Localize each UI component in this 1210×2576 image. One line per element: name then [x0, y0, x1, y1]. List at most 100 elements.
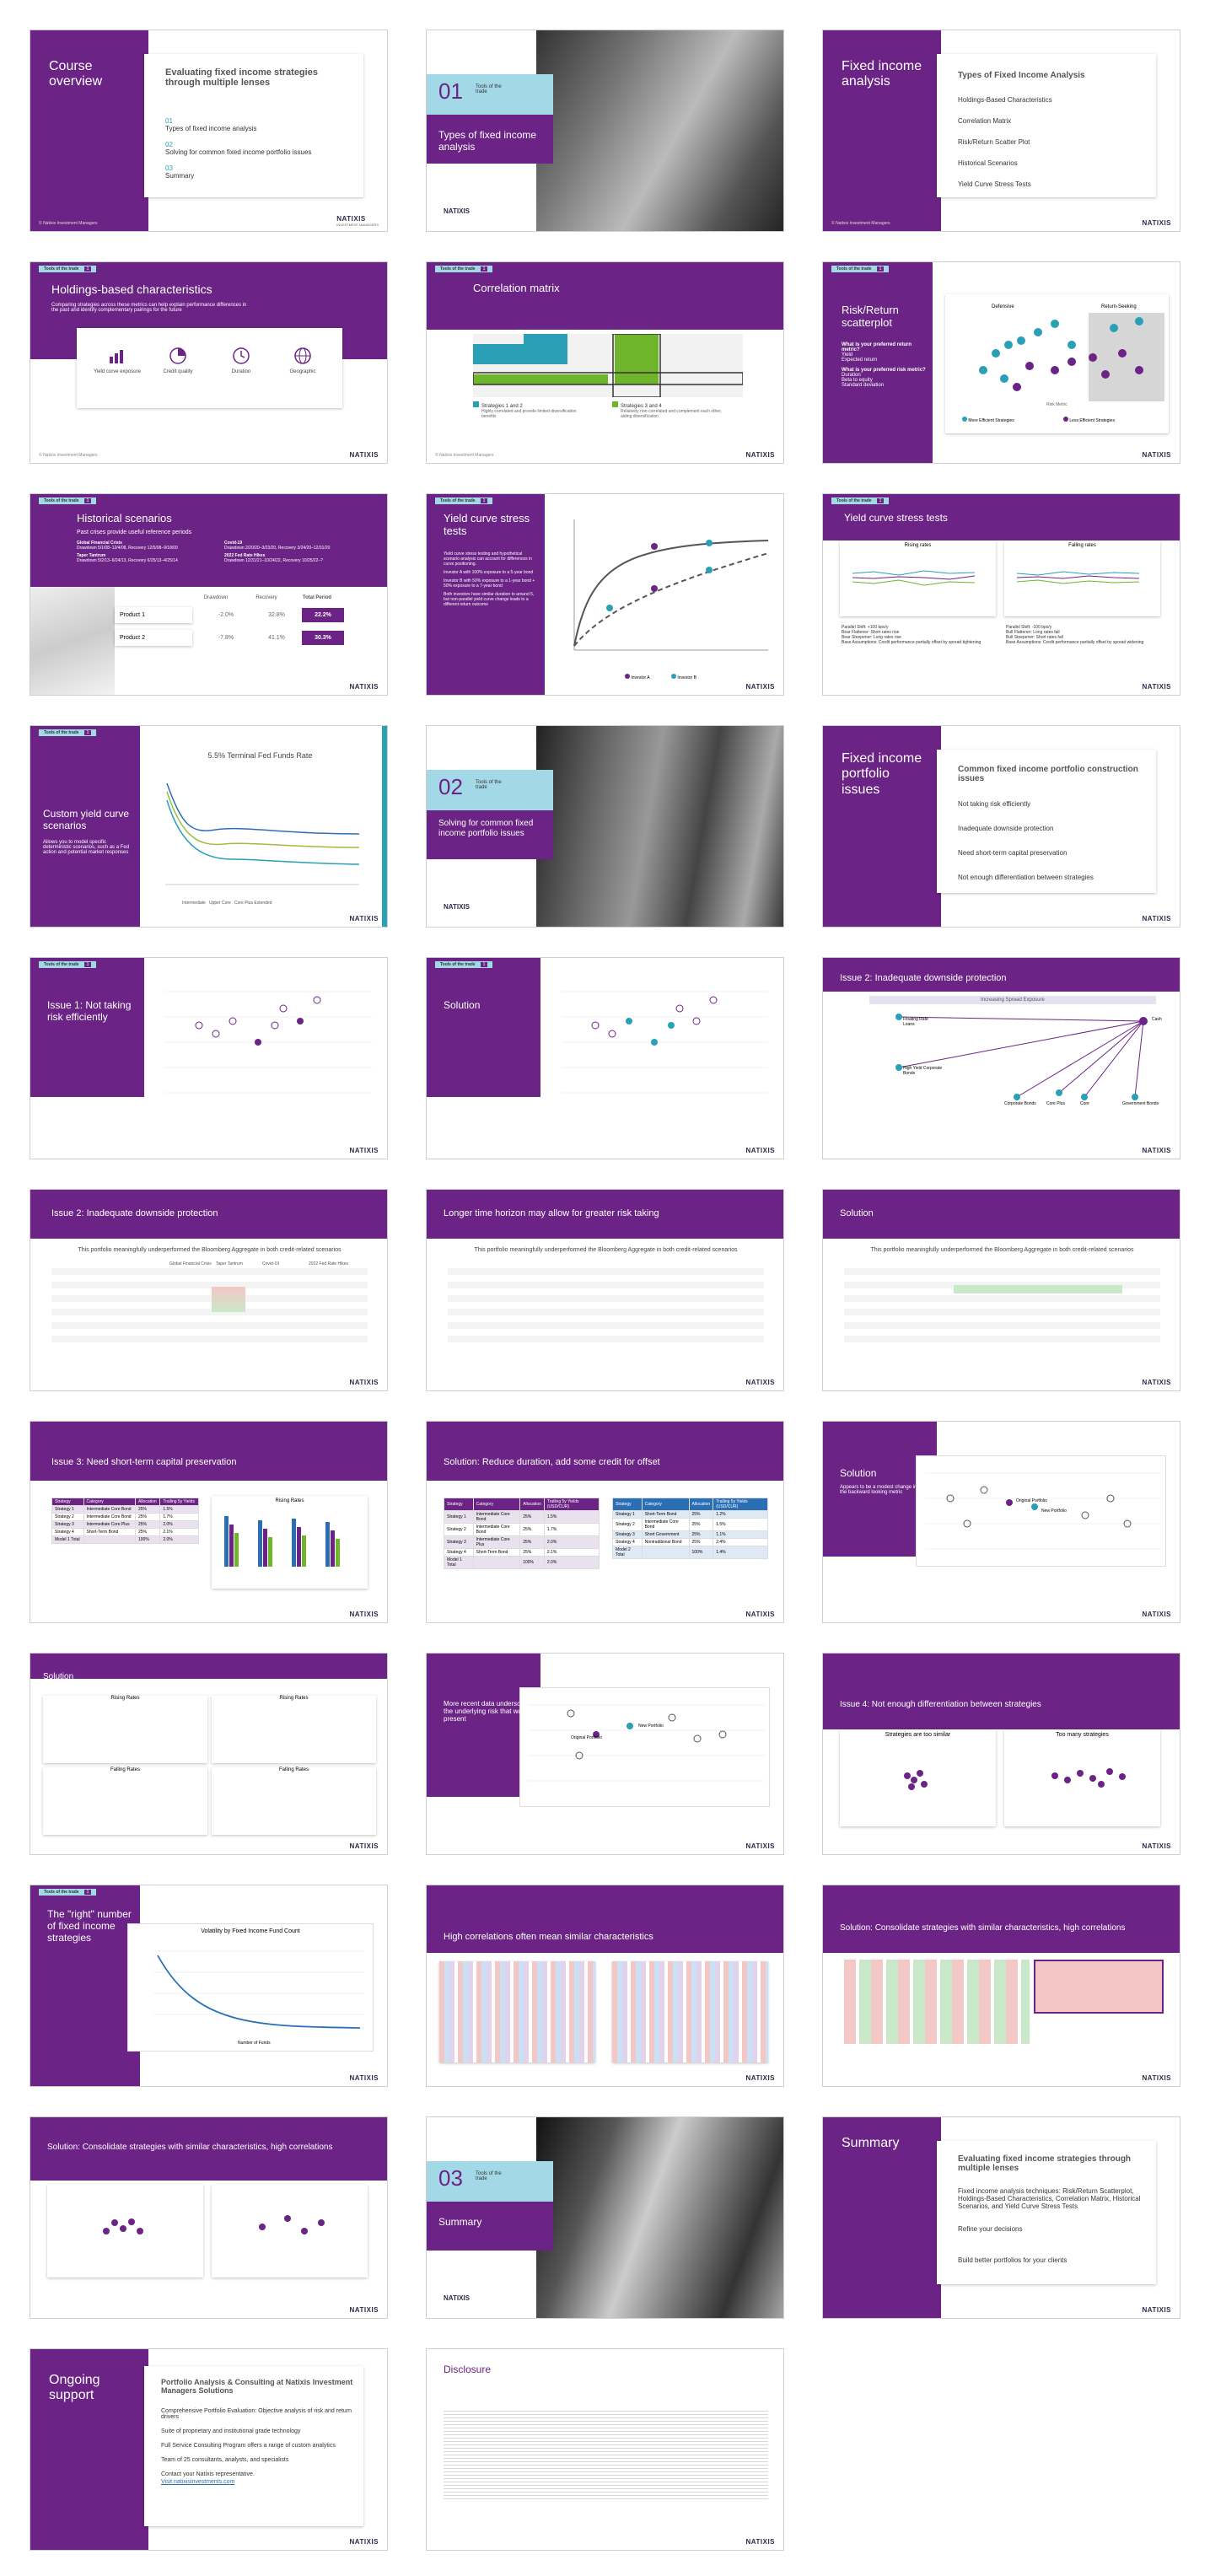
scenario-table	[844, 1261, 1160, 1346]
scenario-table: Drawdown Recovery Total Period Product 1 -…	[115, 595, 363, 646]
allocation-table: Strategy Category Allocation Trailing 5y Yi…	[51, 1498, 199, 1544]
slide-title: Issue 2: Inadequate downside protection	[840, 973, 1007, 983]
slide-subtitle: This portfolio meaningfully underperform…	[870, 1247, 1134, 1253]
label-return-seeking: Return-Seeking	[1101, 304, 1137, 309]
natixis-logo: NATIXIS	[1142, 2306, 1171, 2314]
slide-course-overview[interactable]: Course overview Evaluating fixed income …	[30, 30, 388, 232]
slide-issue-2-map[interactable]: Issue 2: Inadequate downside protection …	[822, 957, 1180, 1159]
content-card: Evaluating fixed income strategies throu…	[937, 2141, 1156, 2284]
legend-a: More Efficient Strategies	[962, 417, 1014, 423]
content-card: Evaluating fixed income strategies throu…	[144, 54, 363, 197]
spread-banner: Increasing Spread Exposure	[869, 996, 1156, 1004]
slide-solution-1[interactable]: Tools of the trade 1 Solution NATIXIS	[426, 957, 784, 1159]
slide-body: Yield curve stress testing and hypotheti…	[444, 551, 532, 567]
footer-text: © Natixis Investment Managers	[39, 453, 98, 458]
purple-header	[427, 1190, 783, 1239]
heatmap-detail	[1034, 1960, 1164, 2014]
slide-solution-scatter[interactable]: Solution Appears to be a modest change i…	[822, 1421, 1180, 1623]
natixis-logo: NATIXIS	[1142, 1842, 1171, 1850]
summary-item: Build better portfolios for your clients	[958, 2256, 1067, 2264]
section-tag: Tools of the trade 1	[435, 266, 493, 272]
natixis-logo: NATIXIS	[745, 2538, 775, 2546]
chart-4: Falling Rates	[212, 1767, 376, 1835]
node-label: Core Plus	[1046, 1101, 1065, 1106]
slide-fixed-income-issues[interactable]: Fixed income portfolio issues Common fix…	[822, 725, 1180, 928]
stacked-chart-2	[612, 1961, 768, 2062]
slide-solution-bars[interactable]: Solution Probability of loss is lower, a…	[30, 1653, 388, 1855]
node-label: Government Bonds	[1122, 1101, 1159, 1106]
slide-consolidate-heatmap[interactable]: Solution: Consolidate strategies with si…	[822, 1885, 1180, 2087]
slide-high-correlations[interactable]: High correlations often mean similar cha…	[426, 1885, 784, 2087]
natixis-logo: NATIXIS	[745, 683, 775, 691]
section-tag: Tools of the trade	[476, 780, 502, 790]
chart-3: Falling Rates	[43, 1767, 207, 1835]
purple-panel	[30, 726, 140, 927]
slide-consolidate-scatter[interactable]: Solution: Consolidate strategies with si…	[30, 2116, 388, 2319]
purple-panel	[30, 2349, 148, 2550]
natixis-logo: NATIXIS INVESTMENT MANAGERS	[336, 215, 379, 227]
slide-custom-yield-curve[interactable]: Tools of the trade 1 Custom yield curve s…	[30, 725, 388, 928]
natixis-logo: NATIXIS	[745, 1611, 775, 1618]
slide-historical-scenarios[interactable]: Tools of the trade 1 Historical scenarios…	[30, 493, 388, 696]
slide-title: Types of fixed income analysis	[438, 129, 537, 153]
bar-chart-icon	[110, 350, 123, 363]
slide-section-01[interactable]: 01 Tools of the trade Types of fixed inc…	[426, 30, 784, 232]
slide-issue-1[interactable]: Tools of the trade 1 Issue 1: Not taking …	[30, 957, 388, 1159]
section-tag: Tools of the trade	[476, 2171, 502, 2181]
natixis-logo: NATIXIS	[745, 1379, 775, 1386]
purple-band	[427, 2202, 553, 2251]
purple-header	[30, 1190, 387, 1239]
purple-panel	[427, 958, 540, 1097]
slide-ongoing-support[interactable]: Ongoing support Portfolio Analysis & Con…	[30, 2348, 388, 2551]
slide-title: The "right" number of fixed income strat…	[47, 1908, 132, 1944]
chart-title: 5.5% Terminal Fed Funds Rate	[207, 751, 313, 760]
natixis-logo: NATIXIS	[1142, 219, 1171, 227]
issue-item: Not taking risk efficiently	[958, 800, 1031, 808]
slide-issue-2-table[interactable]: Issue 2: Inadequate downside protection …	[30, 1189, 388, 1391]
node-label: Cash	[1152, 1017, 1162, 1022]
period-dates: Drawdown 5/2/13–6/24/13, Recovery 6/25/1…	[77, 558, 178, 563]
natixis-logo: NATIXIS	[349, 1147, 379, 1154]
scatter-frame: Original Portfolio New Portfolio	[916, 1455, 1166, 1567]
section-number: 03	[438, 2165, 463, 2191]
slide-correlation-matrix[interactable]: Tools of the trade 1 Correlation matrix S…	[426, 261, 784, 464]
slide-summary[interactable]: Summary Evaluating fixed income strategi…	[822, 2116, 1180, 2319]
footer-text: © Natixis Investment Managers	[435, 453, 494, 458]
yield-curve-chart	[573, 519, 769, 651]
slide-disclosure[interactable]: Disclosure NATIXIS	[426, 2348, 784, 2551]
purple-panel	[30, 958, 144, 1097]
bullet: Both investors have similar duration to …	[444, 592, 535, 607]
slide-title: Summary	[438, 2216, 482, 2228]
support-item: Contact your Natixis representative.	[161, 2471, 255, 2477]
analysis-item: Yield Curve Stress Tests	[958, 180, 1031, 188]
support-item: Comprehensive Portfolio Evaluation: Obje…	[161, 2408, 352, 2420]
slide-issue-4[interactable]: Issue 4: Not enough differentiation betw…	[822, 1653, 1180, 1855]
slide-reduce-duration[interactable]: Solution: Reduce duration, add some cred…	[426, 1421, 784, 1623]
icon-label: Duration	[231, 369, 251, 374]
support-item: Suite of proprietary and institutional g…	[161, 2428, 301, 2434]
slide-fixed-income-analysis[interactable]: Fixed income analysis Types of Fixed Inc…	[822, 30, 1180, 232]
natixis-logo: NATIXIS	[349, 1379, 379, 1386]
slide-title: Yield curve stress tests	[444, 512, 530, 537]
slide-yield-curve-stress-2[interactable]: Tools of the trade 1 Yield curve stress t…	[822, 493, 1180, 696]
slide-recent-data[interactable]: More recent data underscores the underly…	[426, 1653, 784, 1855]
slide-issue-3[interactable]: Issue 3: Need short-term capital preserv…	[30, 1421, 388, 1623]
slide-risk-return[interactable]: Tools of the trade 1 Risk/Return scatterp…	[822, 261, 1180, 464]
slide-yield-curve-stress-1[interactable]: Tools of the trade 1 Yield curve stress t…	[426, 493, 784, 696]
slide-section-03[interactable]: 03 Tools of the trade Summary NATIXIS	[426, 2116, 784, 2319]
natixis-logo: NATIXIS	[349, 2538, 379, 2546]
solution1-scatter	[562, 991, 768, 1094]
slide-longer-horizon[interactable]: Longer time horizon may allow for greate…	[426, 1189, 784, 1391]
slide-right-number[interactable]: Tools of the trade 1 The "right" number o…	[30, 1885, 388, 2087]
slide-title: Risk/Return scatterplot	[842, 304, 899, 329]
purple-panel	[427, 494, 545, 695]
slide-solution-table[interactable]: Solution This portfolio meaningfully und…	[822, 1189, 1180, 1391]
section-tag: Tools of the trade 1	[39, 1889, 97, 1896]
slide-section-02[interactable]: 02 Tools of the trade Solving for common…	[426, 725, 784, 928]
slide-holdings-based[interactable]: Tools of the trade 1 Holdings-based chara…	[30, 261, 388, 464]
slide-title: Course overview	[49, 59, 103, 89]
section-tag: Tools of the trade 1	[435, 497, 493, 504]
issue-item: Need short-term capital preservation	[958, 849, 1067, 857]
slide-title: Longer time horizon may allow for greate…	[444, 1208, 659, 1218]
website-link[interactable]: Visit natixisinvestments.com	[161, 2479, 235, 2485]
